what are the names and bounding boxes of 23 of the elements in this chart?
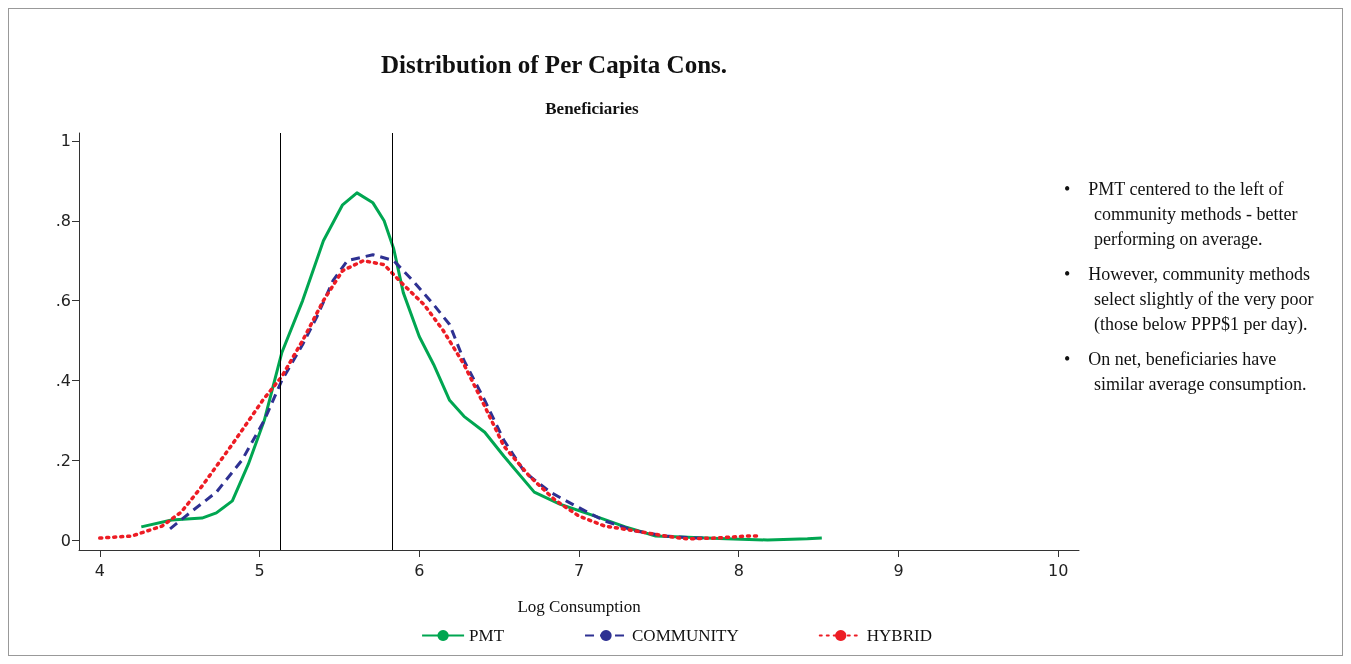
annotation: • On net, beneficiaries have similar average consumption. (1064, 348, 1308, 396)
y-tick-label: 1 (60, 131, 71, 151)
x-tick-label: 7 (573, 560, 585, 580)
y-tick-label: .4 (55, 370, 71, 390)
x-axis-title: Log Consumption (517, 597, 642, 616)
x-tick-label: 10 (1048, 560, 1069, 580)
y-tick-label: 0 (60, 530, 71, 550)
chart-subtitle: Beneficiaries (545, 99, 640, 118)
x-tick-label: 9 (893, 560, 904, 580)
annotation: • PMT centered to the left of community methods - better performing on average. (1064, 178, 1299, 251)
y-tick-label: .2 (55, 450, 71, 470)
y-tick-label: .8 (55, 211, 71, 231)
x-tick-label: 4 (94, 560, 105, 580)
legend-label: PMT (469, 626, 505, 645)
line-series (98, 258, 760, 541)
x-tick-label: 5 (254, 560, 265, 580)
legend-label: COMMUNITY (632, 626, 739, 645)
y-tick-label: .6 (55, 291, 71, 311)
annotation: • However, community methods select slightly of the very poor (those below PPP$1 per day). (1064, 263, 1315, 336)
x-tick-label: 8 (733, 560, 744, 580)
x-tick-label: 6 (414, 560, 425, 580)
chart-title: Distribution of Per Capita Cons. (380, 51, 728, 78)
legend-label: HYBRID (866, 626, 932, 645)
